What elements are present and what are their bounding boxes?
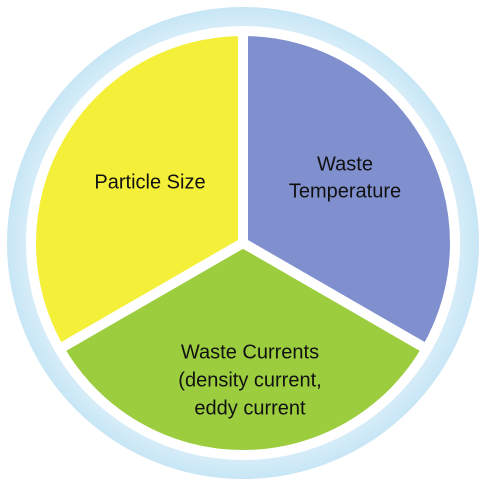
segment-label: Temperature: [289, 180, 401, 202]
segment-label: Waste: [317, 153, 373, 175]
segment-label: (density current,: [178, 369, 321, 391]
segment-green: [54, 238, 432, 460]
segment-label: Particle Size: [94, 171, 205, 193]
segment-label: Waste Currents: [181, 341, 319, 363]
segment-label: eddy current: [194, 397, 306, 419]
